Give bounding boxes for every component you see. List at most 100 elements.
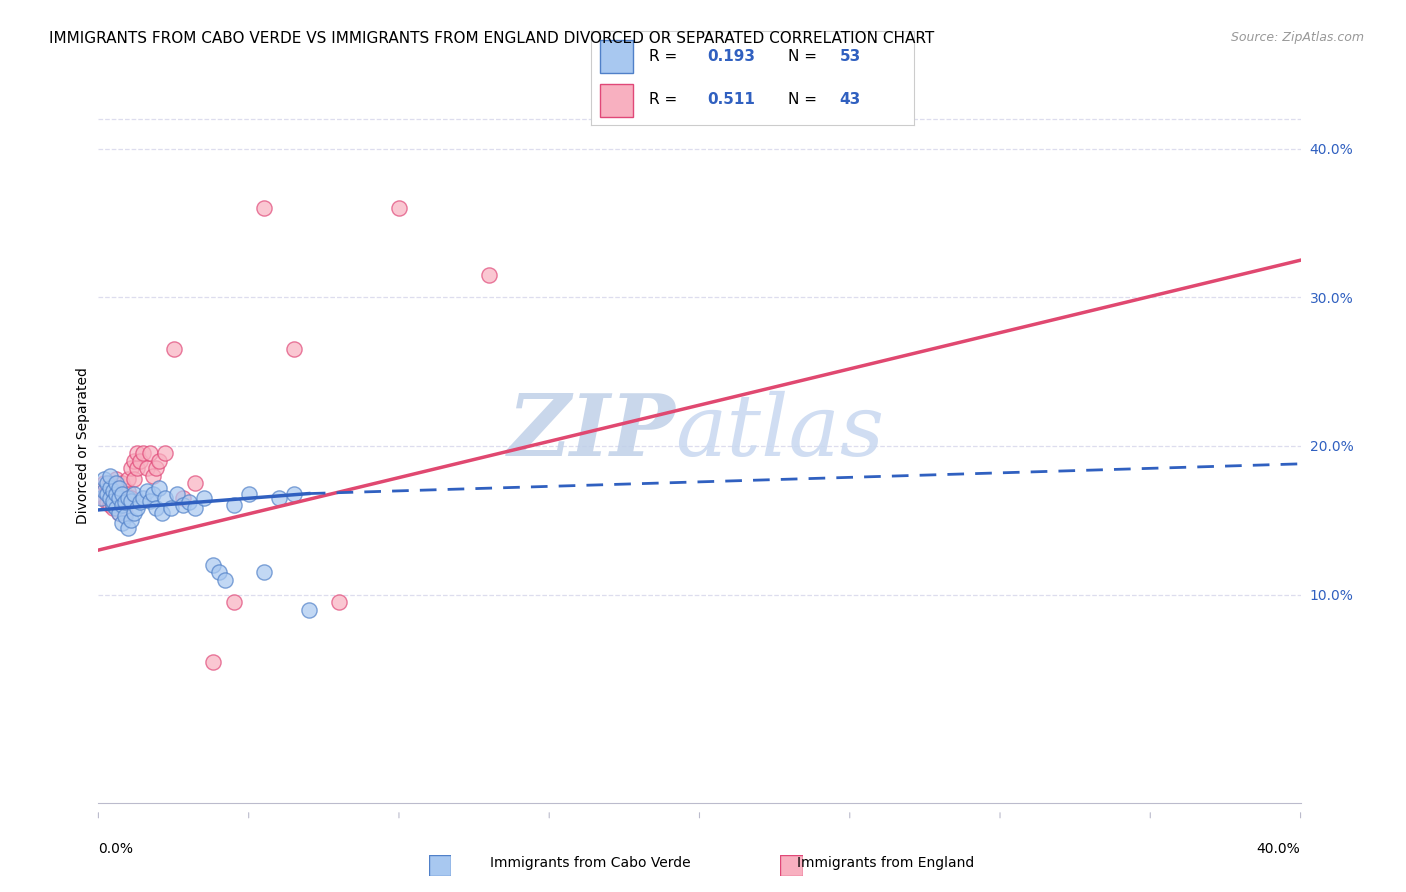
Point xyxy=(283,486,305,500)
Text: R =: R = xyxy=(648,49,682,64)
Point xyxy=(162,343,184,357)
Point xyxy=(111,486,134,500)
Point xyxy=(111,516,134,531)
Text: 0.193: 0.193 xyxy=(707,49,755,64)
Point xyxy=(105,486,128,500)
Point xyxy=(145,461,167,475)
Point xyxy=(114,506,136,520)
Point xyxy=(103,501,125,516)
Text: Immigrants from England: Immigrants from England xyxy=(797,856,974,871)
Point xyxy=(222,499,245,513)
Point xyxy=(127,446,149,460)
Point xyxy=(105,472,128,486)
Point xyxy=(111,476,134,491)
Point xyxy=(132,491,155,505)
Point xyxy=(114,486,136,500)
Point xyxy=(132,446,155,460)
Point xyxy=(114,495,136,509)
Point xyxy=(103,486,125,500)
Point xyxy=(148,481,170,495)
Point xyxy=(105,476,128,491)
Point xyxy=(121,513,143,527)
Text: N =: N = xyxy=(787,49,821,64)
Y-axis label: Divorced or Separated: Divorced or Separated xyxy=(76,368,90,524)
Point xyxy=(193,491,215,505)
Point xyxy=(183,501,205,516)
Text: R =: R = xyxy=(648,92,682,107)
Point xyxy=(298,602,321,616)
Point xyxy=(124,506,146,520)
Point xyxy=(108,506,131,520)
Point xyxy=(150,506,173,520)
Text: atlas: atlas xyxy=(675,391,884,473)
Point xyxy=(201,655,224,669)
Point xyxy=(159,501,181,516)
Point xyxy=(135,461,157,475)
Point xyxy=(117,483,139,498)
Point xyxy=(96,483,118,498)
Point xyxy=(145,501,167,516)
Point xyxy=(124,472,146,486)
Point xyxy=(117,472,139,486)
Text: 0.0%: 0.0% xyxy=(98,842,134,856)
Point xyxy=(214,573,236,587)
Point xyxy=(96,476,118,491)
Point xyxy=(121,494,143,508)
Point xyxy=(172,491,194,505)
Point xyxy=(253,201,276,215)
Point xyxy=(105,499,128,513)
Point xyxy=(183,476,205,491)
Bar xyxy=(600,84,633,118)
Point xyxy=(388,201,411,215)
Point xyxy=(127,501,149,516)
Text: Immigrants from Cabo Verde: Immigrants from Cabo Verde xyxy=(491,856,690,871)
Text: IMMIGRANTS FROM CABO VERDE VS IMMIGRANTS FROM ENGLAND DIVORCED OR SEPARATED CORR: IMMIGRANTS FROM CABO VERDE VS IMMIGRANTS… xyxy=(49,31,935,46)
Point xyxy=(117,521,139,535)
Point xyxy=(267,491,290,505)
Point xyxy=(121,491,143,505)
Point xyxy=(103,494,125,508)
Text: 53: 53 xyxy=(839,49,860,64)
Point xyxy=(111,499,134,513)
Point xyxy=(100,476,122,491)
Point xyxy=(141,468,163,483)
Text: ZIP: ZIP xyxy=(508,390,675,474)
Text: N =: N = xyxy=(787,92,821,107)
Text: 0.511: 0.511 xyxy=(707,92,755,107)
Point xyxy=(222,595,245,609)
Point xyxy=(93,476,115,491)
Point xyxy=(124,486,146,500)
Point xyxy=(105,501,128,516)
Point xyxy=(127,461,149,475)
Bar xyxy=(600,39,633,73)
Point xyxy=(100,468,122,483)
Point xyxy=(90,491,112,505)
Point xyxy=(121,461,143,475)
Point xyxy=(135,483,157,498)
Point xyxy=(283,343,305,357)
Point xyxy=(129,454,152,468)
Point xyxy=(108,506,131,520)
Point xyxy=(90,486,112,500)
Point xyxy=(138,446,160,460)
Point xyxy=(328,595,350,609)
Point xyxy=(114,508,136,523)
Point xyxy=(117,491,139,505)
Point xyxy=(129,495,152,509)
Point xyxy=(96,495,118,509)
Point xyxy=(172,499,194,513)
Point xyxy=(108,491,131,505)
Point xyxy=(103,499,125,513)
Point xyxy=(108,481,131,495)
Point xyxy=(124,454,146,468)
Text: Source: ZipAtlas.com: Source: ZipAtlas.com xyxy=(1230,31,1364,45)
Point xyxy=(96,486,118,500)
Point xyxy=(93,483,115,498)
Point xyxy=(100,499,122,513)
Point xyxy=(141,486,163,500)
Point xyxy=(208,566,231,580)
Point xyxy=(238,486,260,500)
Point xyxy=(253,566,276,580)
Text: 43: 43 xyxy=(839,92,860,107)
Point xyxy=(138,494,160,508)
